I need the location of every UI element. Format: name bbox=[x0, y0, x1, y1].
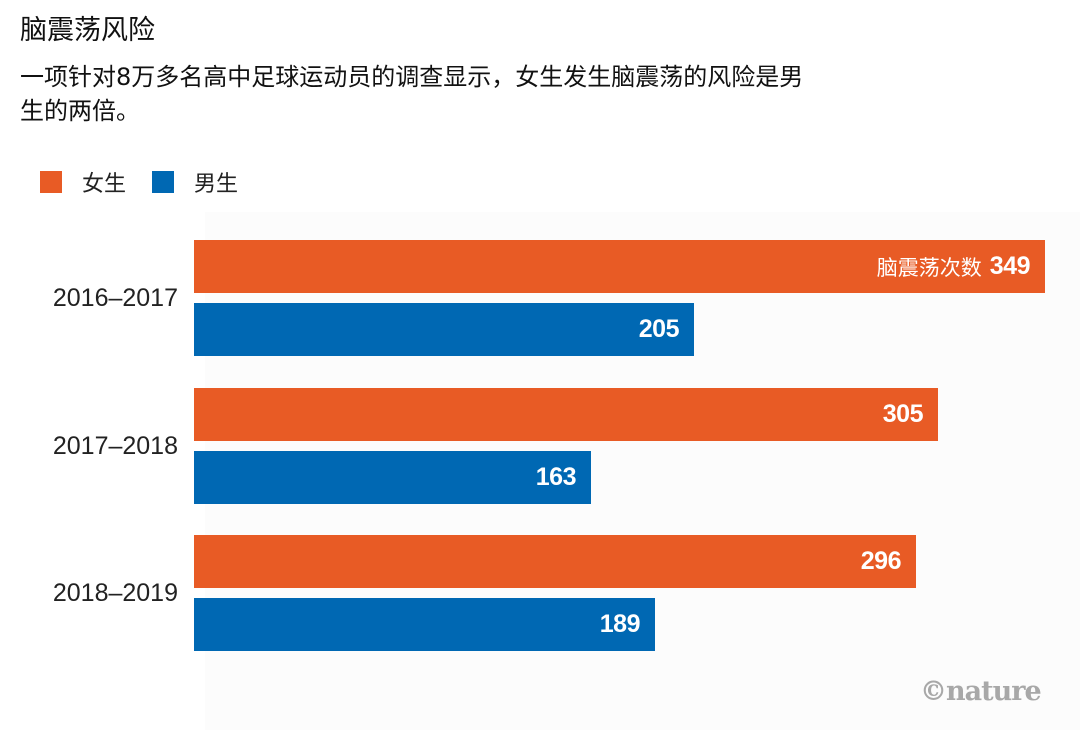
chart-subtitle: 一项针对8万多名高中足球运动员的调查显示，女生发生脑震荡的风险是男生的两倍。 bbox=[20, 63, 804, 125]
bar-female-0: 脑震荡次数 349 bbox=[194, 240, 1045, 293]
value-prefix: 脑震荡次数 bbox=[876, 255, 982, 280]
bar-male-1: 163 bbox=[194, 451, 591, 504]
legend-label-male: 男生 bbox=[194, 172, 239, 197]
bar-value-label: 205 bbox=[638, 315, 680, 343]
nature-credit: ©nature bbox=[920, 676, 1042, 707]
bar-value-label: 349 bbox=[989, 252, 1031, 280]
bar-value-label: 296 bbox=[860, 547, 902, 575]
bar-male-2: 189 bbox=[194, 598, 655, 651]
bar-value-label: 189 bbox=[599, 610, 641, 638]
bar-value-label: 163 bbox=[535, 463, 577, 491]
bar-value-label: 305 bbox=[882, 400, 924, 428]
legend-item-male: 男生 bbox=[152, 166, 238, 198]
chart-title: 脑震荡风险 bbox=[20, 15, 155, 46]
category-label: 2018–2019 bbox=[52, 579, 178, 607]
legend: 女生 男生 bbox=[40, 166, 264, 198]
legend-label-female: 女生 bbox=[82, 172, 127, 197]
category-label: 2017–2018 bbox=[52, 432, 178, 460]
legend-swatch-male bbox=[152, 171, 175, 193]
legend-item-female: 女生 bbox=[40, 166, 126, 198]
category-label: 2016–2017 bbox=[52, 284, 178, 312]
legend-swatch-female bbox=[40, 171, 62, 193]
bar-female-1: 305 bbox=[194, 388, 938, 441]
bar-male-0: 205 bbox=[194, 303, 694, 356]
bar-female-2: 296 bbox=[194, 535, 916, 588]
